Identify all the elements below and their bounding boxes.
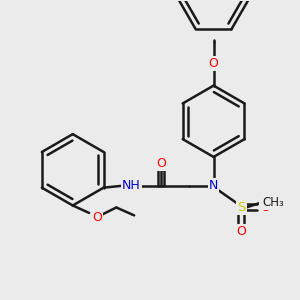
Text: N: N (209, 179, 218, 192)
Text: S: S (237, 201, 245, 214)
Text: O: O (93, 211, 102, 224)
Text: CH₃: CH₃ (262, 196, 284, 209)
Text: NH: NH (122, 179, 141, 192)
Text: O: O (156, 158, 166, 170)
Text: O: O (236, 225, 246, 238)
Text: O: O (208, 57, 218, 70)
Text: O: O (260, 201, 270, 214)
